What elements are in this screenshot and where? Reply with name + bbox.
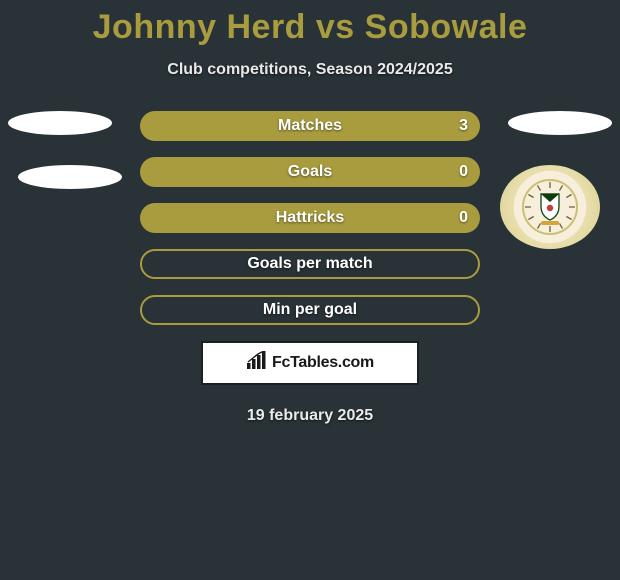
site-badge[interactable]: FcTables.com: [201, 341, 419, 385]
stat-label: Matches: [278, 117, 342, 135]
stat-label: Hattricks: [276, 209, 344, 227]
stat-label: Goals: [288, 163, 332, 181]
stat-row-hattricks: Hattricks 0: [0, 203, 620, 233]
stat-bar: Min per goal: [140, 295, 480, 325]
stat-row-min-per-goal: Min per goal: [0, 295, 620, 325]
stat-row-goals-per-match: Goals per match: [0, 249, 620, 279]
stat-value-right: 0: [459, 163, 468, 181]
stat-value-right: 0: [459, 209, 468, 227]
stat-area: Matches 3 Goals 0 Hattricks 0 Goals per …: [0, 111, 620, 325]
page-title: Johnny Herd vs Sobowale: [0, 0, 620, 47]
date-text: 19 february 2025: [0, 407, 620, 425]
subtitle: Club competitions, Season 2024/2025: [0, 61, 620, 79]
site-badge-text: FcTables.com: [272, 354, 374, 372]
stat-bar: Hattricks 0: [140, 203, 480, 233]
stat-row-goals: Goals 0: [0, 157, 620, 187]
stat-bar: Goals per match: [140, 249, 480, 279]
stat-row-matches: Matches 3: [0, 111, 620, 141]
stat-bar: Goals 0: [140, 157, 480, 187]
stat-bar: Matches 3: [140, 111, 480, 141]
stat-value-right: 3: [459, 117, 468, 135]
stat-label: Goals per match: [247, 255, 372, 273]
bar-chart-icon: [246, 351, 268, 376]
stat-label: Min per goal: [263, 301, 357, 319]
comparison-card: Johnny Herd vs Sobowale Club competition…: [0, 0, 620, 580]
